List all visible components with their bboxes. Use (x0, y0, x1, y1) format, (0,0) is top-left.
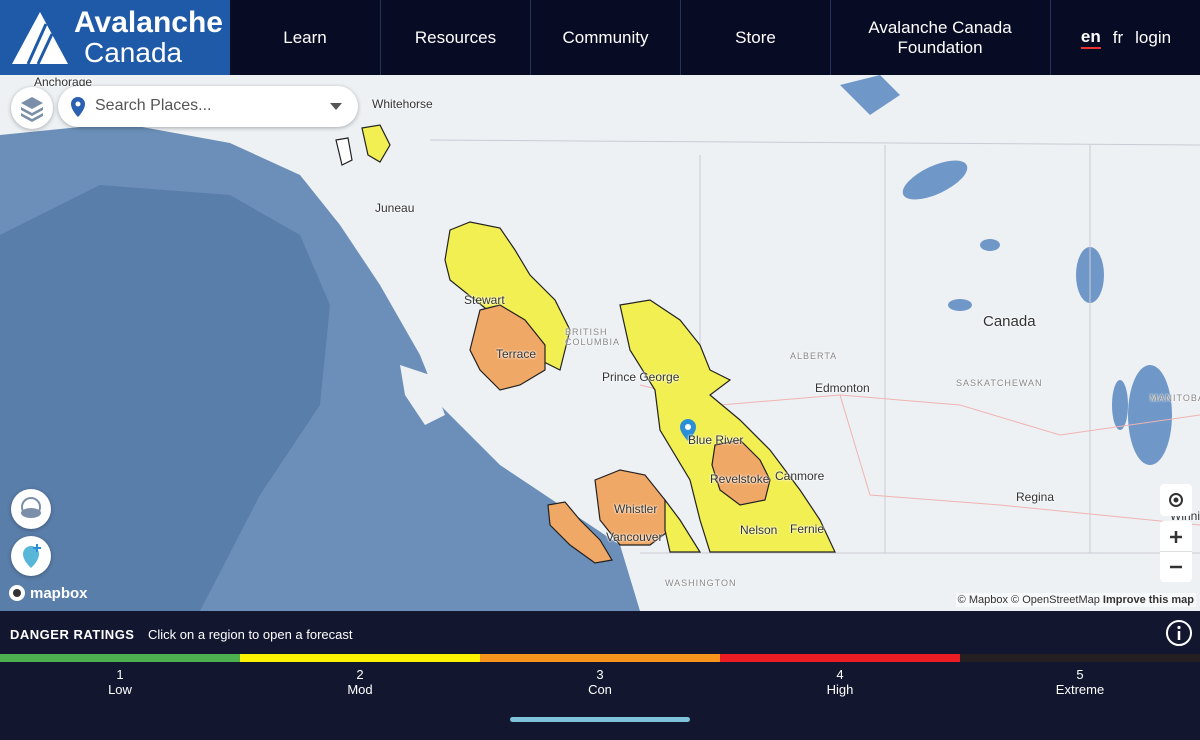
language-link[interactable]: fr (1112, 27, 1124, 47)
map-label: Anchorage (34, 75, 93, 89)
attribution-link[interactable]: Improve this map (1102, 594, 1194, 606)
header: Avalanche Canada Learn Resources Communi… (0, 0, 1200, 75)
logo-text: Avalanche (74, 6, 223, 39)
map-canvas (0, 75, 1200, 611)
rating-name: Con (588, 682, 612, 697)
rating-color (240, 654, 480, 662)
rating-number: 3 (596, 667, 604, 682)
rating-color (0, 654, 240, 662)
rating-color (720, 654, 960, 662)
rating-number: 1 (116, 667, 124, 682)
add-report-button[interactable] (11, 536, 51, 576)
attribution-link[interactable]: © Mapbox (957, 594, 1008, 606)
rating-number: 4 (836, 667, 844, 682)
nav-link[interactable]: Store (680, 0, 830, 75)
map-label: Whistler (614, 502, 658, 516)
rating-number: 5 (1076, 667, 1084, 682)
zoom-in[interactable] (1170, 531, 1182, 543)
weather-button[interactable] (11, 489, 51, 529)
map-label: Fernie (790, 522, 825, 536)
logo-mark (12, 12, 68, 65)
nav-link[interactable]: Community (530, 0, 680, 75)
layers-button[interactable] (11, 87, 53, 129)
map-label: Nelson (740, 523, 778, 537)
map-label: Edmonton (815, 381, 870, 395)
language-link[interactable]: en (1080, 27, 1101, 49)
map-label: ALBERTA (790, 351, 838, 361)
attribution-link[interactable]: © OpenStreetMap (1011, 594, 1100, 606)
map-label: Juneau (375, 201, 415, 215)
attribution: © Mapbox © OpenStreetMap Improve this ma… (955, 593, 1196, 607)
mapbox-logo[interactable]: mapbox (8, 584, 88, 602)
logo[interactable]: Avalanche Canada (0, 0, 230, 75)
rating-color (480, 654, 720, 662)
info-button[interactable] (1165, 619, 1193, 647)
logo-text: Canada (84, 37, 183, 68)
map-label: SASKATCHEWAN (956, 378, 1043, 388)
zoom-control (1160, 521, 1192, 582)
danger-panel: DANGER RATINGS Click on a region to open… (0, 611, 1200, 740)
map-label: Canmore (775, 469, 825, 483)
map-label: WASHINGTON (665, 578, 737, 588)
map-label: Regina (1016, 490, 1055, 504)
rating-name: High (826, 682, 854, 697)
rating-name: Mod (347, 682, 373, 697)
locate-button[interactable] (1160, 484, 1192, 516)
map-label: Terrace (496, 347, 537, 361)
login-link[interactable]: login (1135, 27, 1172, 47)
map-label: Revelstoke (710, 472, 770, 486)
map-label: Prince George (602, 370, 680, 384)
map[interactable]: Anchorage Whitehorse Juneau Stewart Terr… (0, 75, 1200, 611)
panel-hint: Click on a region to open a forecast (148, 627, 353, 642)
map-label: Vancouver (606, 530, 663, 544)
map-label: Canada (983, 313, 1036, 330)
search-placeholder: Search Places... (95, 97, 212, 114)
map-label: Stewart (464, 293, 505, 307)
map-label: Whitehorse (372, 97, 433, 111)
rating-color (960, 654, 1200, 662)
mapbox-text: mapbox (30, 584, 88, 602)
panel-title: DANGER RATINGS (10, 627, 135, 642)
nav-link[interactable]: Learn (283, 27, 327, 47)
nav-link[interactable]: Resources (380, 0, 530, 75)
search-box[interactable]: Search Places... (58, 86, 358, 127)
drawer-handle[interactable] (510, 717, 690, 722)
rating-name: Extreme (1055, 682, 1105, 697)
map-label: Blue River (688, 433, 744, 447)
rating-name: Low (108, 682, 132, 697)
map-label: BRITISH COLUMBIA (565, 327, 621, 347)
nav-link[interactable]: Avalanche Canada Foundation (830, 0, 1049, 75)
map-label: MANITOBA (1150, 393, 1200, 403)
rating-scale: 1 Low 2 Mod 3 Con 4 High 5 Extreme (0, 654, 1200, 704)
rating-number: 2 (356, 667, 364, 682)
